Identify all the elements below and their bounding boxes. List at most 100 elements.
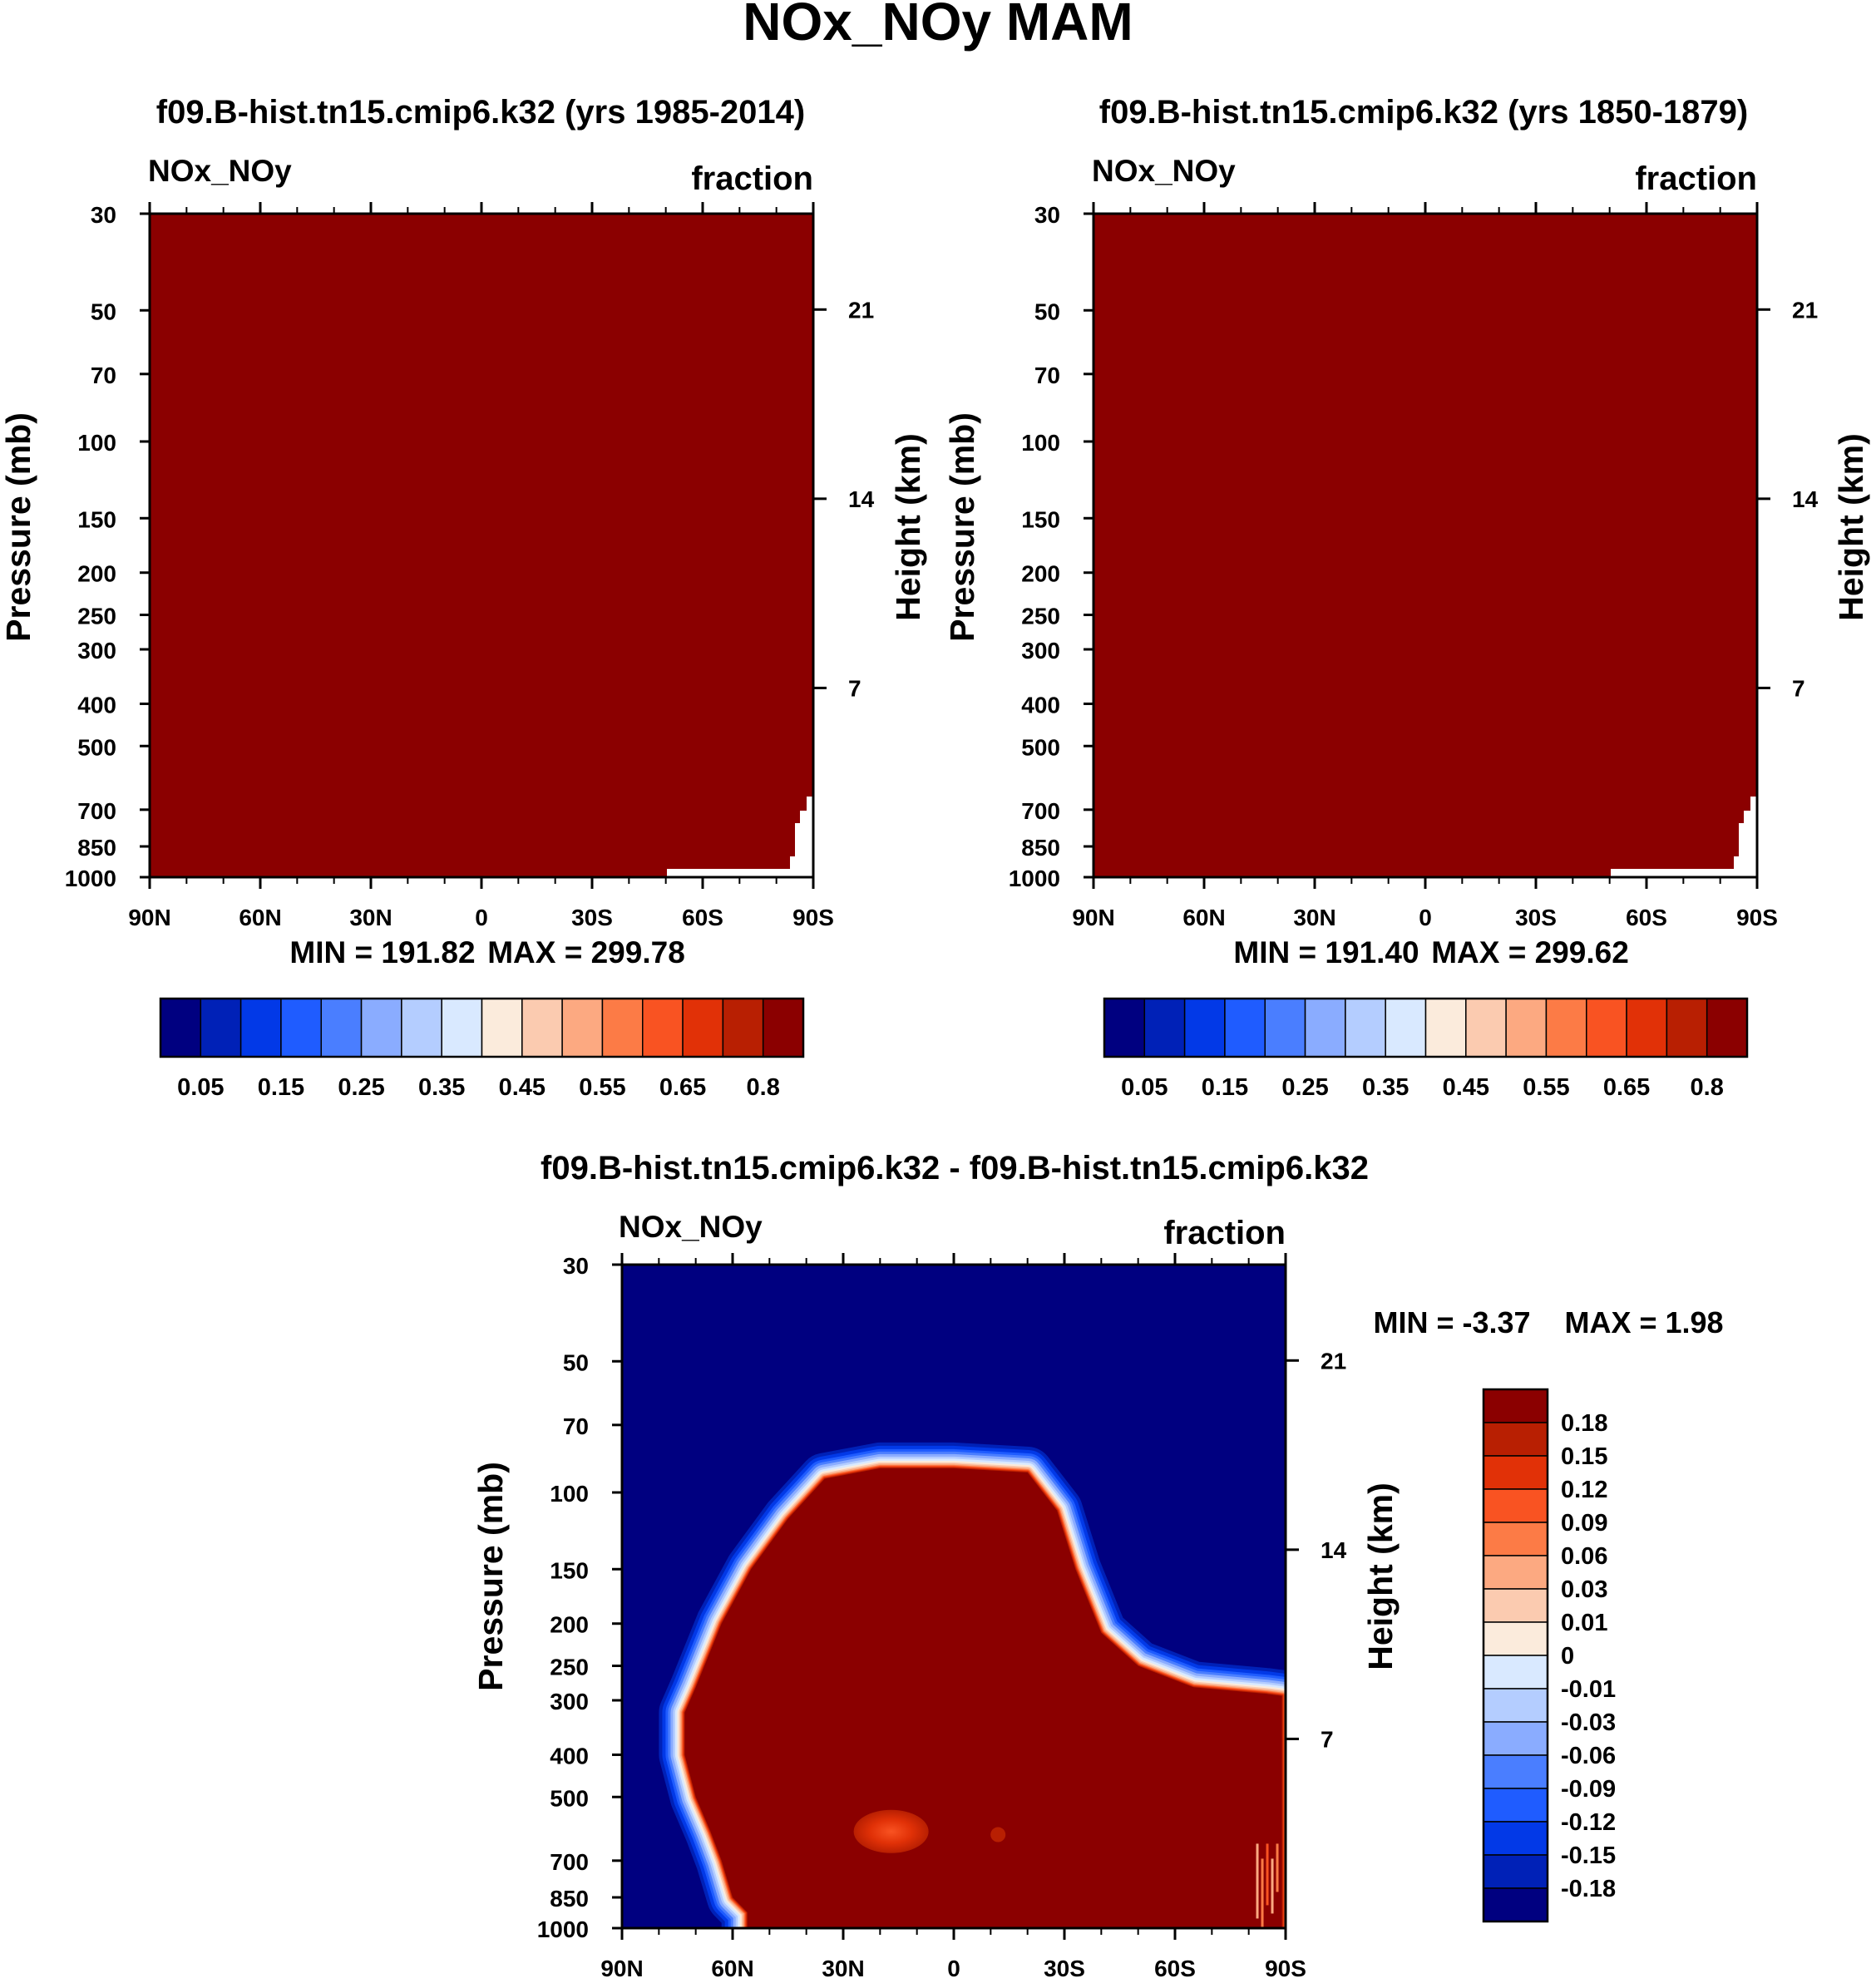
panel-1850-ytick-label: 400 xyxy=(1021,692,1060,718)
panel-1985-colorbar-label: 0.45 xyxy=(499,1074,546,1101)
panel-1985-colorbar-label: 0.65 xyxy=(659,1074,706,1101)
panel-diff-units: fraction xyxy=(1163,1215,1286,1251)
panel-1850-ytick-label: 500 xyxy=(1021,734,1060,760)
panel-1985-colorbar-box xyxy=(160,998,202,1058)
panel-diff-colorbar-box xyxy=(1483,1621,1548,1656)
panel-1850-colorbar-frame xyxy=(1103,997,1749,1058)
panel-diff-ytick-label: 200 xyxy=(550,1612,589,1638)
panel-diff-xtick-label: 90N xyxy=(600,1956,643,1981)
panel-1985-colorbar-box xyxy=(200,998,242,1058)
panel-1985-ytick-label: 250 xyxy=(77,604,116,629)
panel-1985-colorbar-box xyxy=(762,998,804,1058)
panel-1850-colorbar-box xyxy=(1666,998,1708,1058)
panel-1985-colorbar-box xyxy=(642,998,684,1058)
diff-edge-streak xyxy=(1271,1858,1274,1914)
panel-1985-colorbar: 0.05 0.15 0.25 0.35 0.45 0.55 0.65 0.8 xyxy=(159,997,805,1101)
panel-1850-colorbar-label: 0.05 xyxy=(1121,1074,1168,1101)
panel-diff: f09.B-hist.tn15.cmip6.k32 - f09.B-hist.t… xyxy=(471,1150,1724,1981)
figure-title: NOx_NOy MAM xyxy=(743,0,1133,52)
panel-1850-colorbar-box xyxy=(1424,998,1467,1058)
panel-diff-colorbar-box xyxy=(1483,1854,1548,1889)
panel-diff-colorbar-label: 0.09 xyxy=(1561,1510,1607,1537)
panel-diff-axes: 3050701001502002503004005007008501000211… xyxy=(537,1253,1347,1981)
panel-diff-colorbar-label: 0.15 xyxy=(1561,1443,1607,1470)
panel-diff-colorbar: 0.18 0.15 0.12 0.09 0.06 0.03 0.01 0 -0.01 -0.03 -… xyxy=(1482,1388,1616,1923)
panel-1985-colorbar-box xyxy=(401,998,442,1058)
diff-small-blob xyxy=(990,1827,1006,1842)
panel-diff-ylabel: Pressure (mb) xyxy=(471,1462,510,1691)
panel-1985-colorbar-box xyxy=(239,998,282,1058)
panel-1850: f09.B-hist.tn15.cmip6.k32 (yrs 1850-1879… xyxy=(943,94,1870,1101)
panel-1850-variable: NOx_NOy xyxy=(1092,154,1236,188)
panel-diff-height-tick-label: 14 xyxy=(1321,1537,1347,1563)
panel-1985-ytick-label: 850 xyxy=(77,835,116,861)
panel-1985-xtick-label: 30S xyxy=(571,905,613,930)
panel-1985-ylabel-right: Height (km) xyxy=(889,433,927,621)
panel-1985-colorbar-box xyxy=(360,998,402,1058)
panel-diff-colorbar-box xyxy=(1483,1389,1548,1423)
panel-1985-colorbar-box xyxy=(682,998,724,1058)
panel-diff-colorbar-box xyxy=(1483,1588,1548,1623)
panel-1985-xtick-label: 60S xyxy=(682,905,723,930)
panel-1850-ytick-label: 250 xyxy=(1021,604,1060,629)
panel-1985-ytick-label: 400 xyxy=(77,692,116,718)
panel-1985-ytick-label: 30 xyxy=(91,202,116,228)
panel-1850-xtick-label: 30N xyxy=(1293,905,1335,930)
panel-1850-height-tick-label: 21 xyxy=(1792,297,1818,323)
panel-diff-ytick-label: 400 xyxy=(550,1743,589,1768)
panel-diff-field xyxy=(659,1442,1286,1928)
panel-1985-missing-corner xyxy=(667,797,813,877)
panel-1985-ylabel: Pressure (mb) xyxy=(0,412,37,642)
panel-diff-xtick-label: 60N xyxy=(711,1956,753,1981)
diff-positive-core xyxy=(684,1468,1282,1928)
panel-1985-colorbar-label: 0.05 xyxy=(177,1074,224,1101)
panel-1850-xtick-label: 60S xyxy=(1626,905,1667,930)
panel-1985-units: fraction xyxy=(691,160,813,197)
panel-diff-colorbar-box xyxy=(1483,1655,1548,1690)
panel-1850-colorbar-label: 0.55 xyxy=(1523,1074,1569,1101)
diff-edge-streak xyxy=(1256,1843,1259,1919)
panel-1850-units: fraction xyxy=(1635,160,1757,197)
panel-1985-xtick-label: 30N xyxy=(349,905,392,930)
panel-diff-colorbar-label: 0.06 xyxy=(1561,1543,1607,1570)
panel-1850-xtick-label: 0 xyxy=(1419,905,1432,930)
panel-diff-colorbar-label: 0.03 xyxy=(1561,1576,1607,1603)
panel-diff-xtick-label: 30N xyxy=(822,1956,864,1981)
panel-1985-max: MAX = 299.78 xyxy=(487,935,685,969)
panel-1850-colorbar-box xyxy=(1706,998,1748,1058)
panel-1985: f09.B-hist.tn15.cmip6.k32 (yrs 1985-2014… xyxy=(0,94,927,1101)
panel-diff-ytick-label: 1000 xyxy=(537,1916,589,1942)
panel-1985-colorbar-label: 0.8 xyxy=(747,1074,780,1101)
panel-diff-ytick-label: 500 xyxy=(550,1785,589,1811)
panel-diff-colorbar-box xyxy=(1483,1688,1548,1723)
panel-diff-colorbar-box xyxy=(1483,1721,1548,1756)
panel-1850-colorbar-box xyxy=(1183,998,1226,1058)
panel-diff-colorbar-label: -0.01 xyxy=(1561,1676,1616,1703)
panel-1850-colorbar-box xyxy=(1224,998,1266,1058)
panel-1850-missing-corner xyxy=(1611,797,1757,877)
panel-1850-xtick-label: 30S xyxy=(1515,905,1557,930)
panel-diff-colorbar-label: -0.12 xyxy=(1561,1809,1616,1836)
panel-1850-ytick-label: 70 xyxy=(1034,363,1060,388)
panel-diff-colorbar-box xyxy=(1483,1887,1548,1922)
panel-1985-variable: NOx_NOy xyxy=(148,154,292,188)
panel-1850-colorbar-label: 0.8 xyxy=(1691,1074,1724,1101)
panel-1850-title: f09.B-hist.tn15.cmip6.k32 (yrs 1850-1879… xyxy=(1099,94,1748,131)
panel-diff-title: f09.B-hist.tn15.cmip6.k32 - f09.B-hist.t… xyxy=(541,1150,1369,1186)
panel-1850-colorbar-box xyxy=(1143,998,1186,1058)
panel-1850-ytick-label: 100 xyxy=(1021,430,1060,456)
panel-1985-colorbar-box xyxy=(320,998,363,1058)
panel-1985-ytick-label: 300 xyxy=(77,638,116,663)
panel-diff-ytick-label: 850 xyxy=(550,1886,589,1912)
panel-1850-plot-area xyxy=(1094,214,1757,877)
panel-1850-xtick-label: 90S xyxy=(1736,905,1778,930)
panel-1850-colorbar-label: 0.15 xyxy=(1202,1074,1248,1101)
panel-1985-ytick-label: 70 xyxy=(91,363,116,388)
panel-1850-ytick-label: 850 xyxy=(1021,835,1060,861)
panel-1985-axes: 3050701001502002503004005007008501000211… xyxy=(65,202,875,930)
panel-1850-colorbar-label: 0.65 xyxy=(1603,1074,1650,1101)
panel-diff-xtick-label: 60S xyxy=(1154,1956,1196,1981)
panel-diff-max: MAX = 1.98 xyxy=(1564,1305,1723,1339)
panel-1985-ytick-label: 200 xyxy=(77,561,116,587)
panel-diff-colorbar-label: -0.06 xyxy=(1561,1743,1616,1769)
